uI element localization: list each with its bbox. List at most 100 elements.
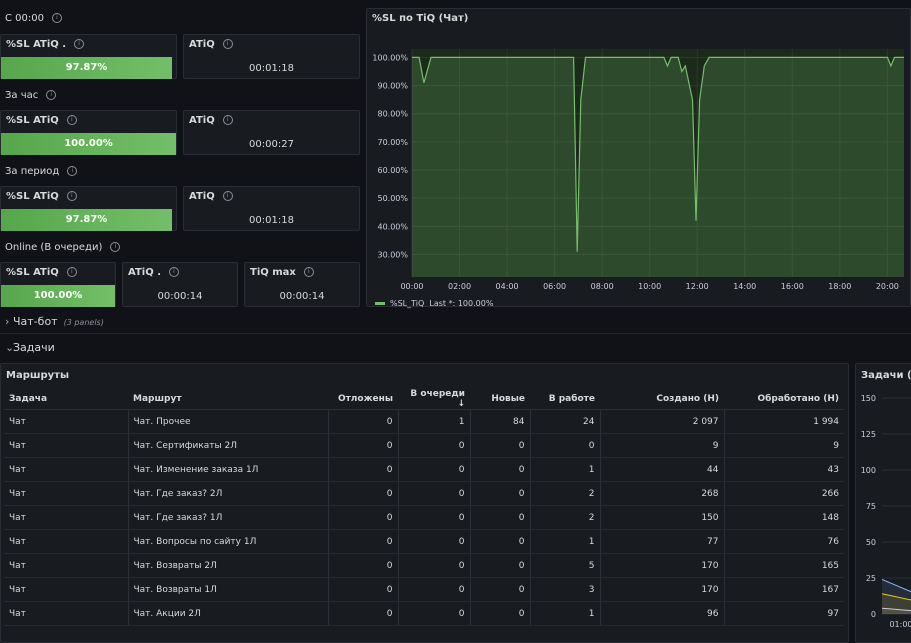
route-cell: Чат. Прочее [128,409,329,434]
column-header[interactable]: Маршрут [128,389,328,410]
count-cell: 0 [470,529,531,554]
count-cell: 0 [328,481,399,506]
count-cell: 9 [600,433,725,458]
count-cell: 170 [600,553,725,578]
info-icon[interactable]: i [46,90,57,100]
count-cell: 0 [328,529,399,554]
table-row: Чат Чат. Изменение заказа 1Л 0 0 0 1 44 43 [4,457,844,482]
panel-title-label: TiQ max [250,267,296,278]
row-chatbot-label: Чат-бот [13,315,58,328]
row-heading-hour-label: За час [5,90,39,101]
info-icon[interactable]: i [66,191,77,201]
table-header-row: Задача Маршрут Отложены В очереди ↓ Новы… [4,389,844,410]
atiq-value: 00:01:18 [249,215,294,226]
column-header[interactable]: Новые [470,389,530,410]
count-cell: 2 [530,505,601,530]
count-cell: 2 097 [600,409,725,434]
info-icon[interactable]: i [110,242,121,252]
row-panel-count: (3 panels) [63,318,104,327]
y-tick-label: 80.00% [377,110,408,119]
column-header[interactable]: Обработано (Н) [724,389,844,410]
info-icon[interactable]: i [51,13,62,23]
column-header[interactable]: В работе [530,389,600,410]
column-header[interactable]: Задача [4,389,128,410]
x-tick-label: 06:00 [543,282,566,291]
panel-title: ATiQ i [189,39,233,50]
x-tick-label: 08:00 [591,282,614,291]
column-header[interactable]: Создано (Н) [600,389,724,410]
info-icon[interactable]: i [169,267,179,277]
sl-gauge-value: 97.87% [65,62,108,73]
series-line [881,607,911,612]
count-cell: 266 [724,481,844,506]
info-icon[interactable]: i [303,267,314,277]
atiq-online-panel: ATiQ . i 00:00:14 [122,262,238,307]
sl-tiq-chart-panel: %SL по TiQ (Чат) 30.00% 40.00% 50.00% 60.00… [366,8,911,308]
y-tick-label: 125 [861,430,876,439]
sl-gauge-value: 100.00% [64,138,113,149]
table-row: Чат Чат. Где заказ? 1Л 0 0 0 2 150 148 [4,505,844,530]
task-cell: Чат [4,457,129,482]
x-tick-label: 16:00 [781,282,804,291]
table-row: Чат Чат. Акции 2Л 0 0 0 1 96 97 [4,601,844,626]
sl-gauge-bar: 97.87% [1,57,172,79]
count-cell: 3 [530,577,601,602]
count-cell: 1 [530,529,601,554]
series-line [881,593,911,601]
row-chatbot-collapsed[interactable]: › Чат-бот (3 panels) [5,315,104,328]
x-tick-label: 02:00 [448,282,471,291]
y-tick-label: 90.00% [377,82,408,91]
legend-last-value: Last *: 100.00% [429,299,494,308]
row-tasks-expanded[interactable]: ⌄Задачи [5,341,55,354]
info-icon[interactable]: i [67,166,78,176]
row-heading-period-label: За период [5,166,60,177]
series-line [412,56,904,252]
info-icon[interactable]: i [66,115,77,125]
sl-tiq-chart[interactable]: 30.00% 40.00% 50.00% 60.00% 70.00% 80.00% 90.0… [367,9,910,306]
task-cell: Чат [4,409,129,434]
x-tick-label: 01:00 [889,620,911,629]
x-tick-label: 18:00 [828,282,851,291]
route-cell: Чат. Вопросы по сайту 1Л [128,529,329,554]
panel-title: ATiQ i [189,115,233,126]
x-tick-label: 12:00 [686,282,709,291]
column-header[interactable]: Отложены [328,389,398,410]
tasks-chart[interactable]: 0 25 50 75 100 125 150 01:00 [856,364,911,642]
info-icon[interactable]: i [74,39,85,49]
count-cell: 84 [470,409,531,434]
y-tick-label: 100 [861,466,876,475]
count-cell: 76 [724,529,844,554]
count-cell: 0 [530,433,601,458]
chevron-down-icon: ⌄ [5,341,15,354]
route-cell: Чат. Возвраты 2Л [128,553,329,578]
count-cell: 9 [724,433,844,458]
panel-title-label: %SL ATiQ . [6,39,67,50]
route-cell: Чат. Акции 2Л [128,601,329,626]
info-icon[interactable]: i [222,39,233,49]
panel-title: Маршруты [6,370,69,381]
sl-period-panel: %SL ATiQ i 97.87% [0,186,177,231]
info-icon[interactable]: i [222,191,233,201]
info-icon[interactable]: i [222,115,233,125]
count-cell: 0 [328,505,399,530]
x-tick-label: 10:00 [638,282,661,291]
y-tick-label: 50 [866,538,876,547]
panel-title: %SL ATiQ i [6,191,77,202]
table-row: Чат Чат. Сертификаты 2Л 0 0 0 0 9 9 [4,433,844,458]
panel-title: %SL ATiQ i [6,267,77,278]
chart-legend[interactable]: %SL_TiQ Last *: 100.00% [375,299,493,308]
chart-title: Задачи (Ча [861,370,911,381]
count-cell: 0 [398,457,471,482]
column-header-sorted[interactable]: В очереди ↓ [398,389,470,410]
count-cell: 0 [470,433,531,458]
count-cell: 97 [724,601,844,626]
count-cell: 1 [530,601,601,626]
count-cell: 0 [398,481,471,506]
info-icon[interactable]: i [66,267,77,277]
panel-title: TiQ max i [250,267,314,278]
count-cell: 0 [398,577,471,602]
task-cell: Чат [4,481,129,506]
panel-title-label: ATiQ . [128,267,161,278]
count-cell: 0 [470,481,531,506]
panel-title: ATiQ i [189,191,233,202]
